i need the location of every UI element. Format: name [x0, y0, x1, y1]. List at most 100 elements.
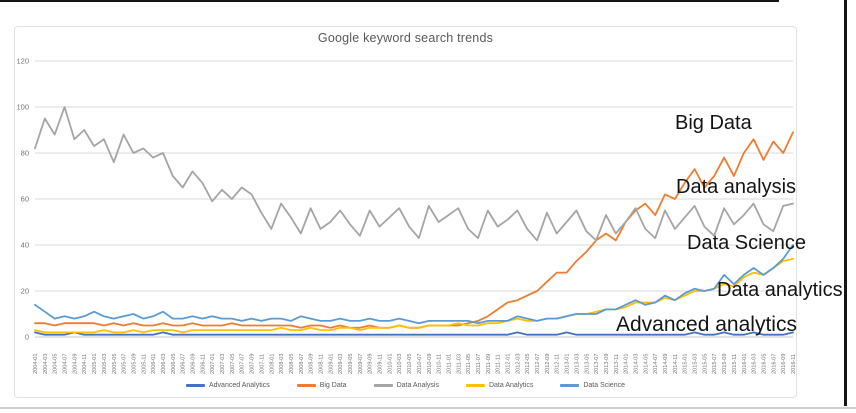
y-tick-label: 20 [21, 287, 29, 296]
x-tick-label: 2014-01 [624, 353, 630, 374]
x-tick-label: 2005-09 [131, 353, 137, 374]
separator-line-bottom [0, 407, 856, 409]
legend-swatch [465, 384, 485, 387]
chart-legend: Advanced Analytics Big Data Data Analysis D… [14, 382, 797, 389]
x-tick-label: 2009-09 [368, 353, 374, 374]
x-tick-label: 2008-03 [279, 353, 285, 374]
x-tick-label: 2013-05 [584, 353, 590, 374]
legend-swatch [560, 384, 580, 387]
legend-label: Big Data [319, 382, 347, 389]
x-tick-label: 2006-05 [171, 353, 177, 374]
x-tick-label: 2008-01 [269, 353, 275, 374]
x-tick-label: 2016-11 [791, 354, 797, 374]
x-tick-label: 2014-05 [643, 353, 649, 374]
y-tick-label: 80 [21, 149, 29, 158]
x-tick-label: 2015-11 [732, 354, 738, 374]
x-tick-label: 2013-03 [574, 353, 580, 374]
legend-item: Data Science [560, 382, 625, 389]
x-tick-label: 2015-01 [683, 353, 689, 374]
x-tick-label: 2007-09 [250, 353, 256, 374]
x-tick-label: 2012-09 [545, 353, 551, 374]
x-tick-label: 2011-03 [456, 354, 462, 374]
x-tick-label: 2014-03 [633, 353, 639, 374]
x-tick-label: 2004-01 [33, 353, 39, 374]
x-tick-label: 2012-03 [515, 353, 521, 374]
x-tick-label: 2016-09 [781, 353, 787, 374]
x-tick-label: 2010-03 [397, 353, 403, 374]
x-tick-label: 2009-11 [378, 354, 384, 374]
x-tick-label: 2009-03 [338, 353, 344, 374]
x-tick-label: 2012-01 [506, 353, 512, 374]
legend-label: Data Analytics [488, 382, 534, 389]
y-tick-label: 60 [21, 195, 29, 204]
x-tick-label: 2014-11 [673, 354, 679, 374]
x-tick-label: 2006-09 [191, 353, 197, 374]
crop-border-top [0, 0, 779, 2]
x-tick-label: 2006-01 [151, 353, 157, 374]
x-tick-label: 2009-01 [328, 353, 334, 374]
chart-title: Google keyword search trends [317, 31, 494, 45]
x-tick-label: 2009-05 [348, 353, 354, 374]
x-tick-label: 2008-11 [318, 354, 324, 374]
legend-item: Data Analysis [373, 382, 439, 389]
x-tick-label: 2011-05 [466, 354, 472, 374]
x-tick-label: 2005-07 [122, 353, 128, 374]
x-tick-label: 2013-11 [614, 354, 620, 374]
x-tick-label: 2006-03 [161, 353, 167, 374]
x-tick-label: 2012-11 [555, 354, 561, 374]
annotation-big-data: Big Data [675, 112, 752, 134]
x-tick-label: 2011-01 [446, 354, 452, 374]
legend-item: Data Analytics [465, 382, 534, 389]
x-tick-label: 2014-09 [663, 353, 669, 374]
x-tick-label: 2007-03 [220, 353, 226, 374]
annotation-data-analytics: Data analytics [717, 279, 843, 301]
x-tick-label: 2005-03 [102, 353, 108, 374]
x-tick-label: 2006-11 [200, 354, 206, 374]
legend-swatch [296, 384, 316, 387]
x-tick-label: 2004-05 [53, 353, 59, 374]
legend-swatch [186, 384, 205, 387]
x-tick-label: 2004-07 [63, 353, 69, 374]
x-tick-label: 2008-05 [289, 353, 295, 374]
x-tick-label: 2005-05 [112, 353, 118, 374]
x-tick-label: 2010-01 [387, 353, 393, 374]
x-tick-label: 2007-07 [240, 353, 246, 374]
series-line-data-analytics [34, 257, 794, 334]
y-tick-label: 100 [16, 103, 29, 112]
legend-swatch [373, 384, 393, 387]
y-tick-label: 0 [25, 333, 29, 342]
x-tick-label: 2012-07 [535, 353, 541, 374]
x-tick-label: 2013-09 [604, 353, 610, 374]
x-tick-label: 2011-09 [486, 354, 492, 374]
x-tick-label: 2010-05 [407, 353, 413, 374]
x-tick-label: 2008-09 [309, 353, 315, 374]
legend-item: Big Data [296, 382, 347, 389]
x-tick-label: 2010-11 [437, 354, 443, 374]
x-tick-label: 2015-05 [702, 353, 708, 374]
legend-label: Data Analysis [396, 382, 439, 389]
x-tick-label: 2015-07 [712, 353, 718, 374]
x-tick-label: 2007-11 [259, 354, 265, 374]
y-tick-label: 40 [21, 241, 29, 250]
series-line-data-analysis [34, 106, 794, 242]
x-tick-label: 2004-09 [72, 353, 78, 374]
x-tick-label: 2013-01 [565, 353, 571, 374]
y-tick-label: 120 [16, 57, 29, 66]
x-tick-label: 2010-09 [427, 353, 433, 374]
crop-border-right [844, 0, 847, 406]
x-tick-label: 2007-01 [210, 353, 216, 374]
annotation-data-analysis: Data analysis [676, 176, 797, 198]
x-tick-label: 2011-11 [496, 354, 502, 374]
x-tick-label: 2011-07 [476, 354, 482, 374]
annotation-data-science: Data Science [687, 232, 806, 254]
x-tick-label: 2016-01 [742, 353, 748, 374]
x-tick-label: 2008-07 [299, 353, 305, 374]
x-tick-label: 2014-07 [653, 353, 659, 374]
legend-label: Advanced Analytics [209, 382, 270, 389]
legend-label: Data Science [583, 382, 625, 389]
x-tick-label: 2015-03 [693, 353, 699, 374]
series-line-advanced-analytics [34, 331, 794, 336]
series-line-data-science [34, 244, 794, 325]
